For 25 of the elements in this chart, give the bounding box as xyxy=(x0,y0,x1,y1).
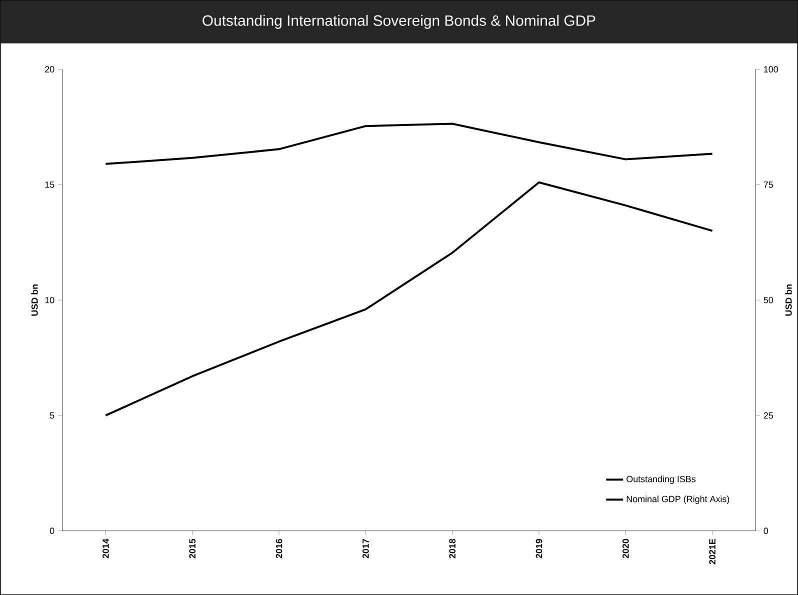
y-tick-label: 0 xyxy=(50,528,54,534)
x-tick-label: 2016 xyxy=(276,538,282,558)
y-tick-label: 5 xyxy=(50,412,54,419)
y2-axis-title: USD bn xyxy=(785,284,792,316)
x-tick-label: 2015 xyxy=(189,538,196,558)
x-tick-label: 2019 xyxy=(536,538,542,558)
y2-tick-label: 25 xyxy=(764,412,773,419)
line-series xyxy=(104,181,714,416)
x-tick-label: 2021E xyxy=(709,538,716,564)
x-tick-label: 2018 xyxy=(449,538,456,558)
y2-tick-label: 100 xyxy=(764,66,778,72)
x-tick-label: 2020 xyxy=(622,538,629,558)
legend-label: Outstanding ISBs xyxy=(626,476,696,484)
y2-tick-label: 0 xyxy=(764,528,768,534)
x-tick-label: 2017 xyxy=(362,538,369,558)
legend-label: Nominal GDP (Right Axis) xyxy=(626,496,730,504)
y2-tick-label: 50 xyxy=(764,296,774,304)
x-tick-label: 2014 xyxy=(102,538,109,558)
y-tick-label: 15 xyxy=(45,181,54,188)
y-tick-label: 10 xyxy=(45,296,54,304)
line-series xyxy=(104,122,714,165)
y2-tick-label: 75 xyxy=(764,181,773,188)
chart-title: Outstanding International Sovereign Bonds & Nominal GDP xyxy=(202,14,596,29)
y-tick-label: 20 xyxy=(45,66,54,72)
y-axis-title: USD bn xyxy=(31,284,38,316)
